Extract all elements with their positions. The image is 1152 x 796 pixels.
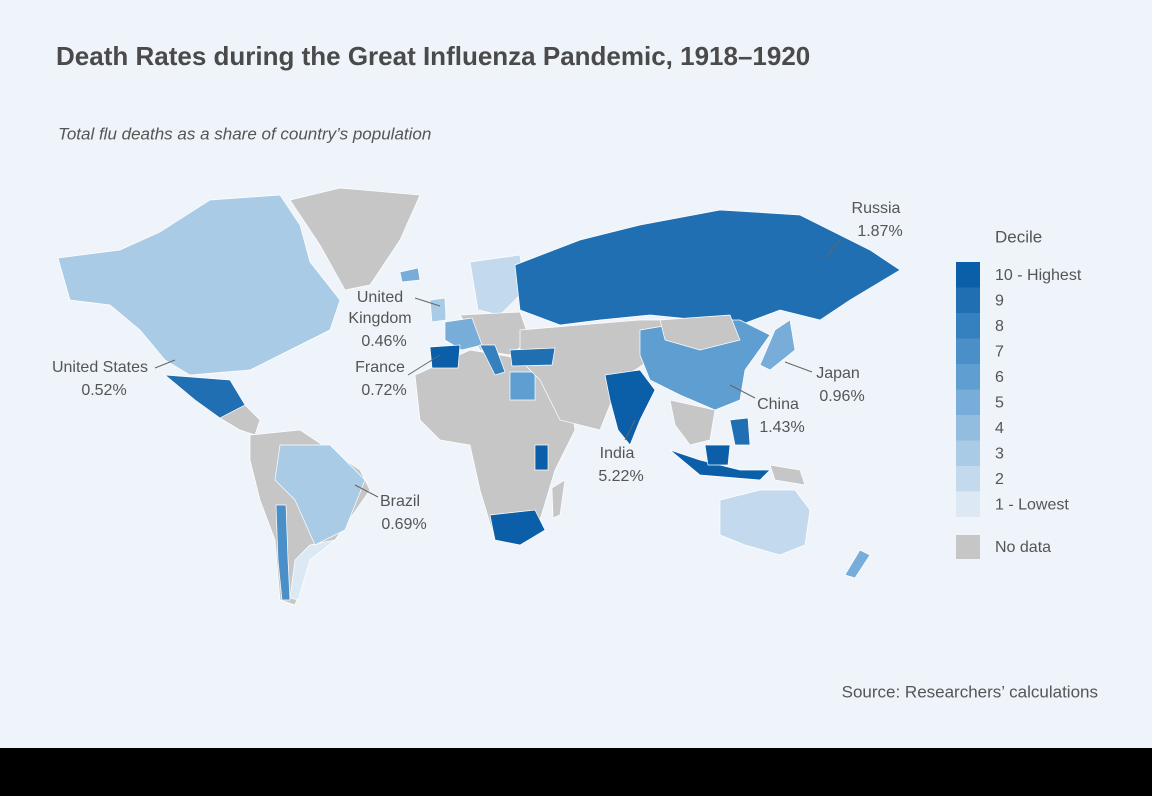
leader-line — [407, 354, 441, 376]
australia — [719, 489, 811, 556]
scandinavia — [469, 254, 526, 316]
south-africa — [489, 509, 546, 546]
leader-line — [784, 361, 813, 373]
legend-label: 4 — [995, 420, 1004, 437]
madagascar — [551, 479, 566, 519]
legend-swatch — [956, 313, 980, 339]
chile — [275, 504, 291, 601]
argentina — [289, 539, 336, 601]
philippines — [729, 417, 751, 446]
legend-swatch — [956, 491, 980, 517]
country-label: India — [600, 445, 635, 462]
annotations: Russia 1.87% United States 0.52% United Kingd… — [52, 200, 903, 533]
france — [444, 317, 483, 351]
value-label: 1.87% — [857, 223, 902, 240]
legend-label: 3 — [995, 445, 1004, 462]
leader-line — [414, 297, 441, 307]
legend-swatch — [956, 338, 980, 364]
legend-swatch — [956, 466, 980, 492]
borneo — [704, 444, 731, 466]
country-label: China — [757, 396, 799, 413]
legend-swatch — [956, 535, 980, 559]
brazil — [274, 444, 366, 546]
title: Death Rates during the Great Influenza P… — [56, 41, 810, 71]
legend-title: Decile — [995, 227, 1042, 246]
legend-label: 5 — [995, 394, 1004, 411]
subtitle: Total flu deaths as a share of country’s… — [58, 124, 431, 143]
egypt — [509, 371, 536, 401]
leader-line — [729, 384, 756, 399]
legend-label: 8 — [995, 318, 1004, 335]
legend-swatch — [956, 287, 980, 313]
legend: Decile 10 - Highest 9 8 7 6 5 4 3 2 1 - Lowest No … — [956, 227, 1082, 559]
iceland — [399, 267, 421, 283]
leader-line — [154, 359, 176, 369]
kenya — [534, 444, 549, 471]
country-label: United States — [52, 359, 148, 376]
legend-swatch — [956, 389, 980, 415]
legend-label: 7 — [995, 343, 1004, 360]
legend-label: 6 — [995, 369, 1004, 386]
value-label: 0.52% — [81, 382, 126, 399]
italy — [479, 344, 506, 376]
country-label: Kingdom — [348, 310, 411, 327]
legend-swatch — [956, 364, 980, 390]
legend-label: No data — [995, 539, 1051, 556]
value-label: 0.46% — [361, 333, 406, 350]
country-label: United — [357, 289, 403, 306]
country-label: France — [355, 359, 405, 376]
bottom-bar — [0, 748, 1152, 796]
leader-line — [624, 419, 636, 441]
mongolia — [659, 314, 741, 351]
southeast-asia — [669, 399, 716, 446]
leader-line — [824, 239, 841, 259]
legend-label: 1 - Lowest — [995, 496, 1069, 513]
russia — [514, 209, 901, 326]
new-zealand — [844, 549, 871, 579]
new-guinea — [769, 464, 806, 486]
source: Source: Researchers’ calculations — [842, 682, 1098, 701]
legend-label: 10 - Highest — [995, 267, 1082, 284]
country-label: Russia — [852, 200, 901, 217]
legend-swatch — [956, 262, 980, 288]
legend-label: 9 — [995, 292, 1004, 309]
world-map — [57, 187, 901, 606]
value-label: 1.43% — [759, 419, 804, 436]
legend-swatch — [956, 415, 980, 441]
greenland — [289, 187, 421, 291]
value-label: 0.72% — [361, 382, 406, 399]
value-label: 0.96% — [819, 388, 864, 405]
turkey — [509, 347, 556, 367]
leader-line — [354, 484, 379, 498]
value-label: 0.69% — [381, 516, 426, 533]
legend-label: 2 — [995, 471, 1004, 488]
japan — [759, 319, 796, 371]
value-label: 5.22% — [598, 468, 643, 485]
country-label: Brazil — [380, 493, 420, 510]
central-america — [219, 404, 261, 436]
north-america — [57, 194, 341, 376]
legend-swatch — [956, 440, 980, 466]
spain — [429, 344, 461, 369]
country-label: Japan — [816, 365, 860, 382]
india — [604, 369, 656, 446]
united-kingdom — [429, 297, 447, 323]
